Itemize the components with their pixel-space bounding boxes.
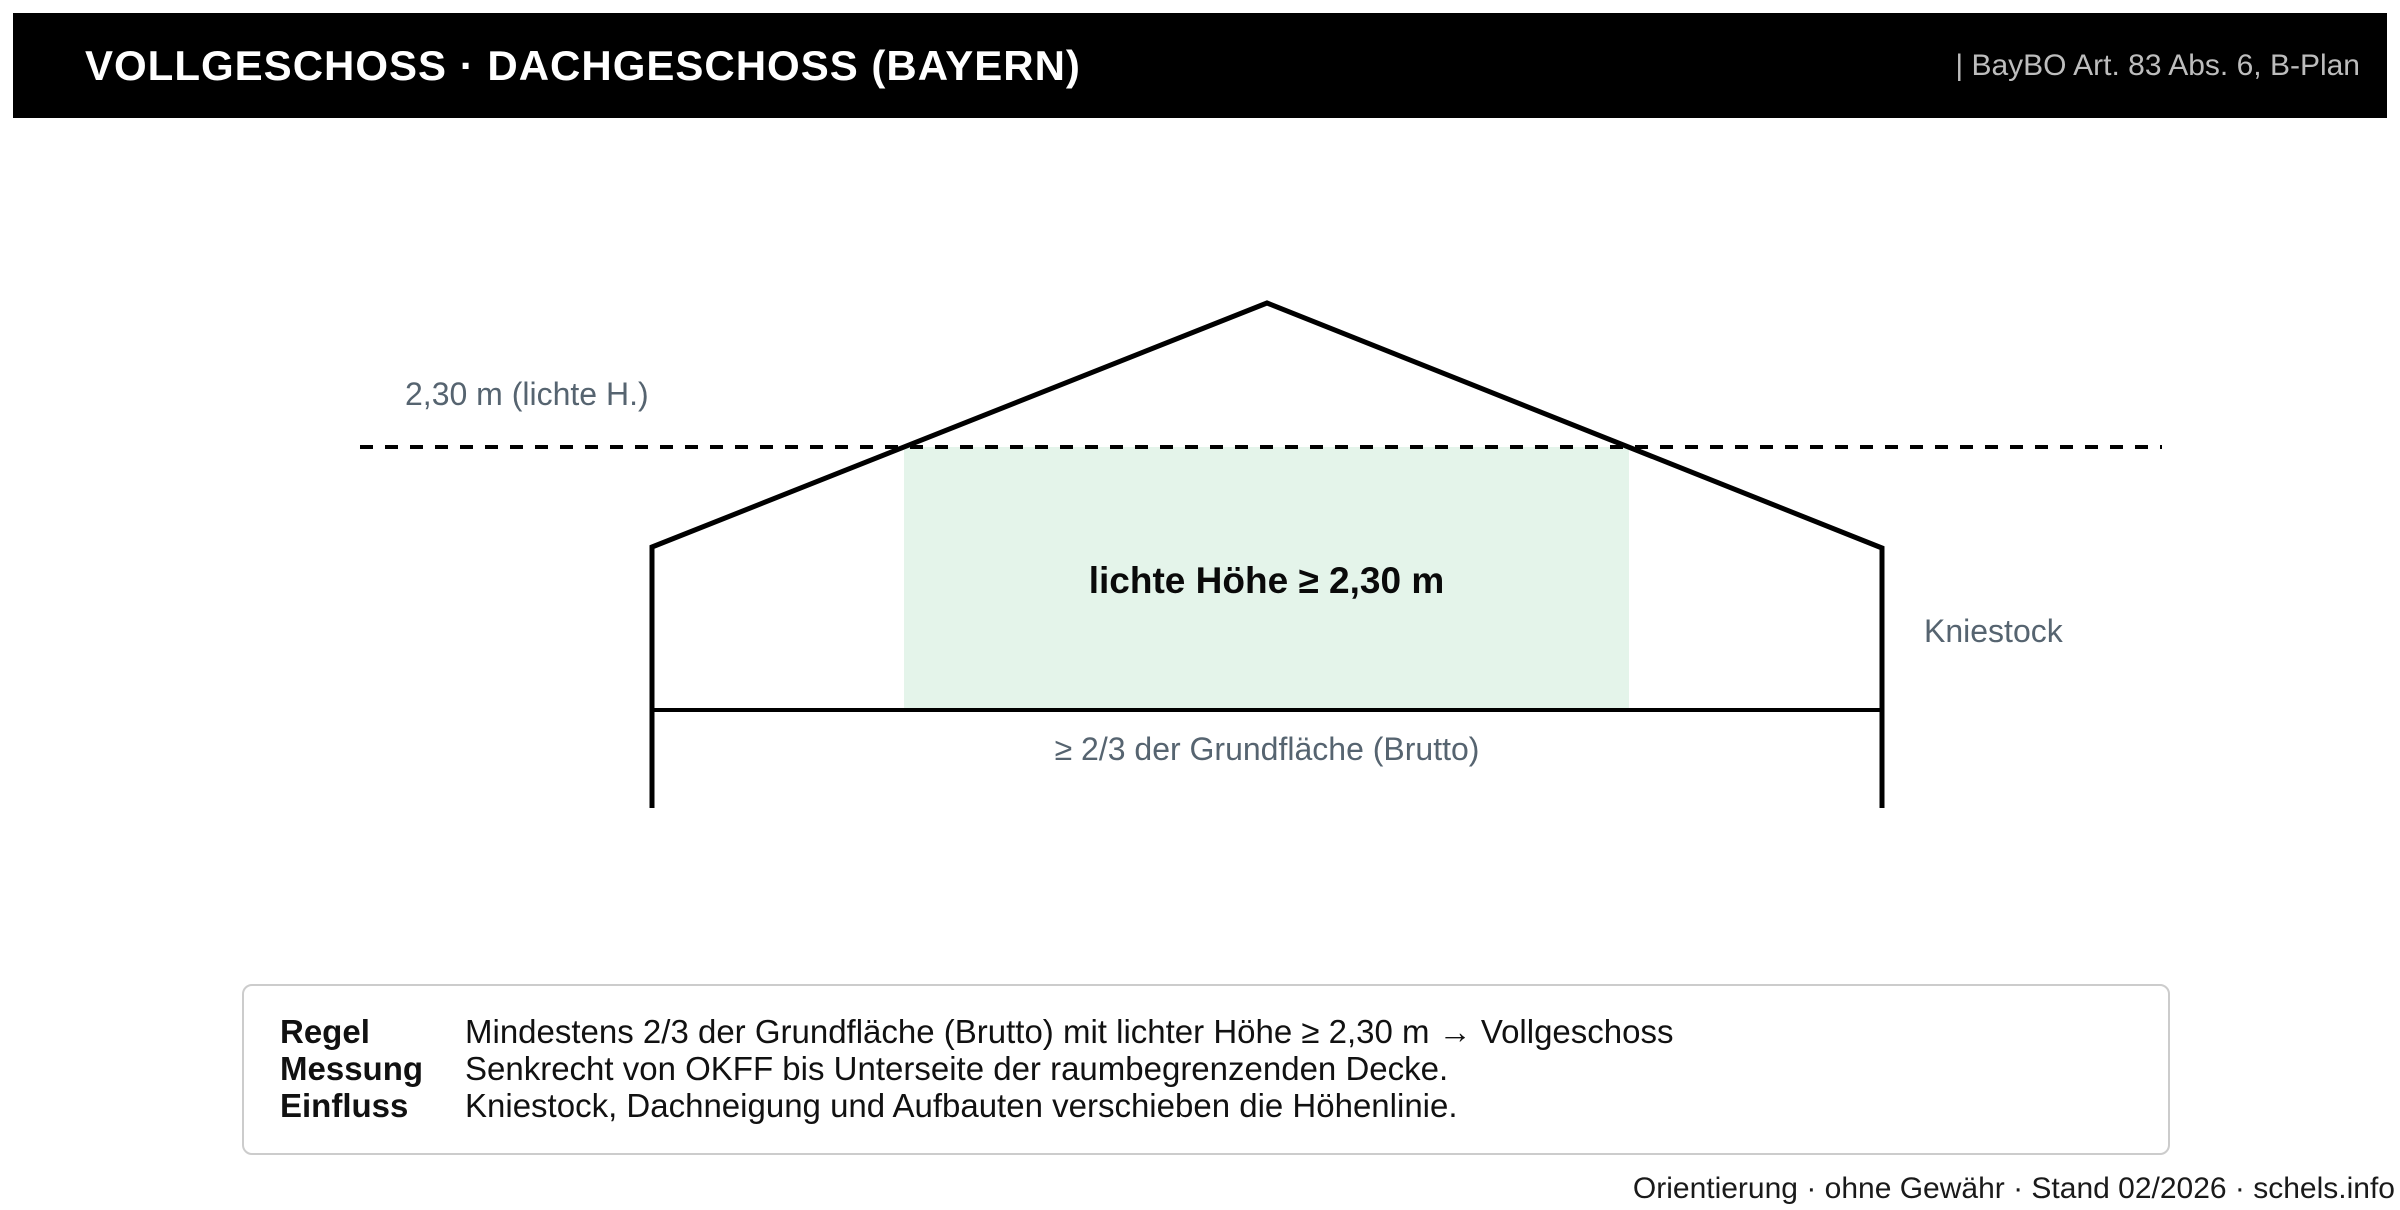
footer-disclaimer: Orientierung · ohne Gewähr · Stand 02/20…: [1632, 1172, 2395, 1205]
kniestock-label: Kniestock: [1924, 613, 2063, 649]
floor-area-label: ≥ 2/3 der Grundfläche (Brutto): [1054, 731, 1480, 767]
house-outline: [649, 300, 1885, 808]
height-line-label: 2,30 m (lichte H.): [405, 376, 649, 412]
info-row-einfluss: Einfluss Kniestock, Dachneigung und Aufb…: [280, 1087, 2128, 1124]
info-row-label: Einfluss: [280, 1087, 409, 1124]
clear-height-zone: [904, 447, 1629, 710]
info-row-text: Mindestens 2/3 der Grundfläche (Brutto) …: [465, 1013, 1674, 1050]
info-row-label: Messung: [280, 1050, 424, 1087]
info-row-text: Kniestock, Dachneigung und Aufbauten ver…: [465, 1087, 1458, 1124]
info-row-regel: Regel Mindestens 2/3 der Grundfläche (Br…: [280, 1013, 2128, 1050]
info-row-label: Regel: [280, 1013, 370, 1050]
clear-height-label: lichte Höhe ≥ 2,30 m: [1088, 560, 1445, 601]
rules-info-box: Regel Mindestens 2/3 der Grundfläche (Br…: [242, 984, 2170, 1155]
legal-reference: | BayBO Art. 83 Abs. 6, B-Plan: [1955, 48, 2360, 82]
info-row-text: Senkrecht von OKFF bis Unterseite der ra…: [465, 1050, 1449, 1087]
header-bar: VOLLGESCHOSS · DACHGESCHOSS (BAYERN) | B…: [13, 13, 2387, 118]
page-title: VOLLGESCHOSS · DACHGESCHOSS (BAYERN): [85, 41, 1081, 89]
info-row-messung: Messung Senkrecht von OKFF bis Unterseit…: [280, 1050, 2128, 1087]
